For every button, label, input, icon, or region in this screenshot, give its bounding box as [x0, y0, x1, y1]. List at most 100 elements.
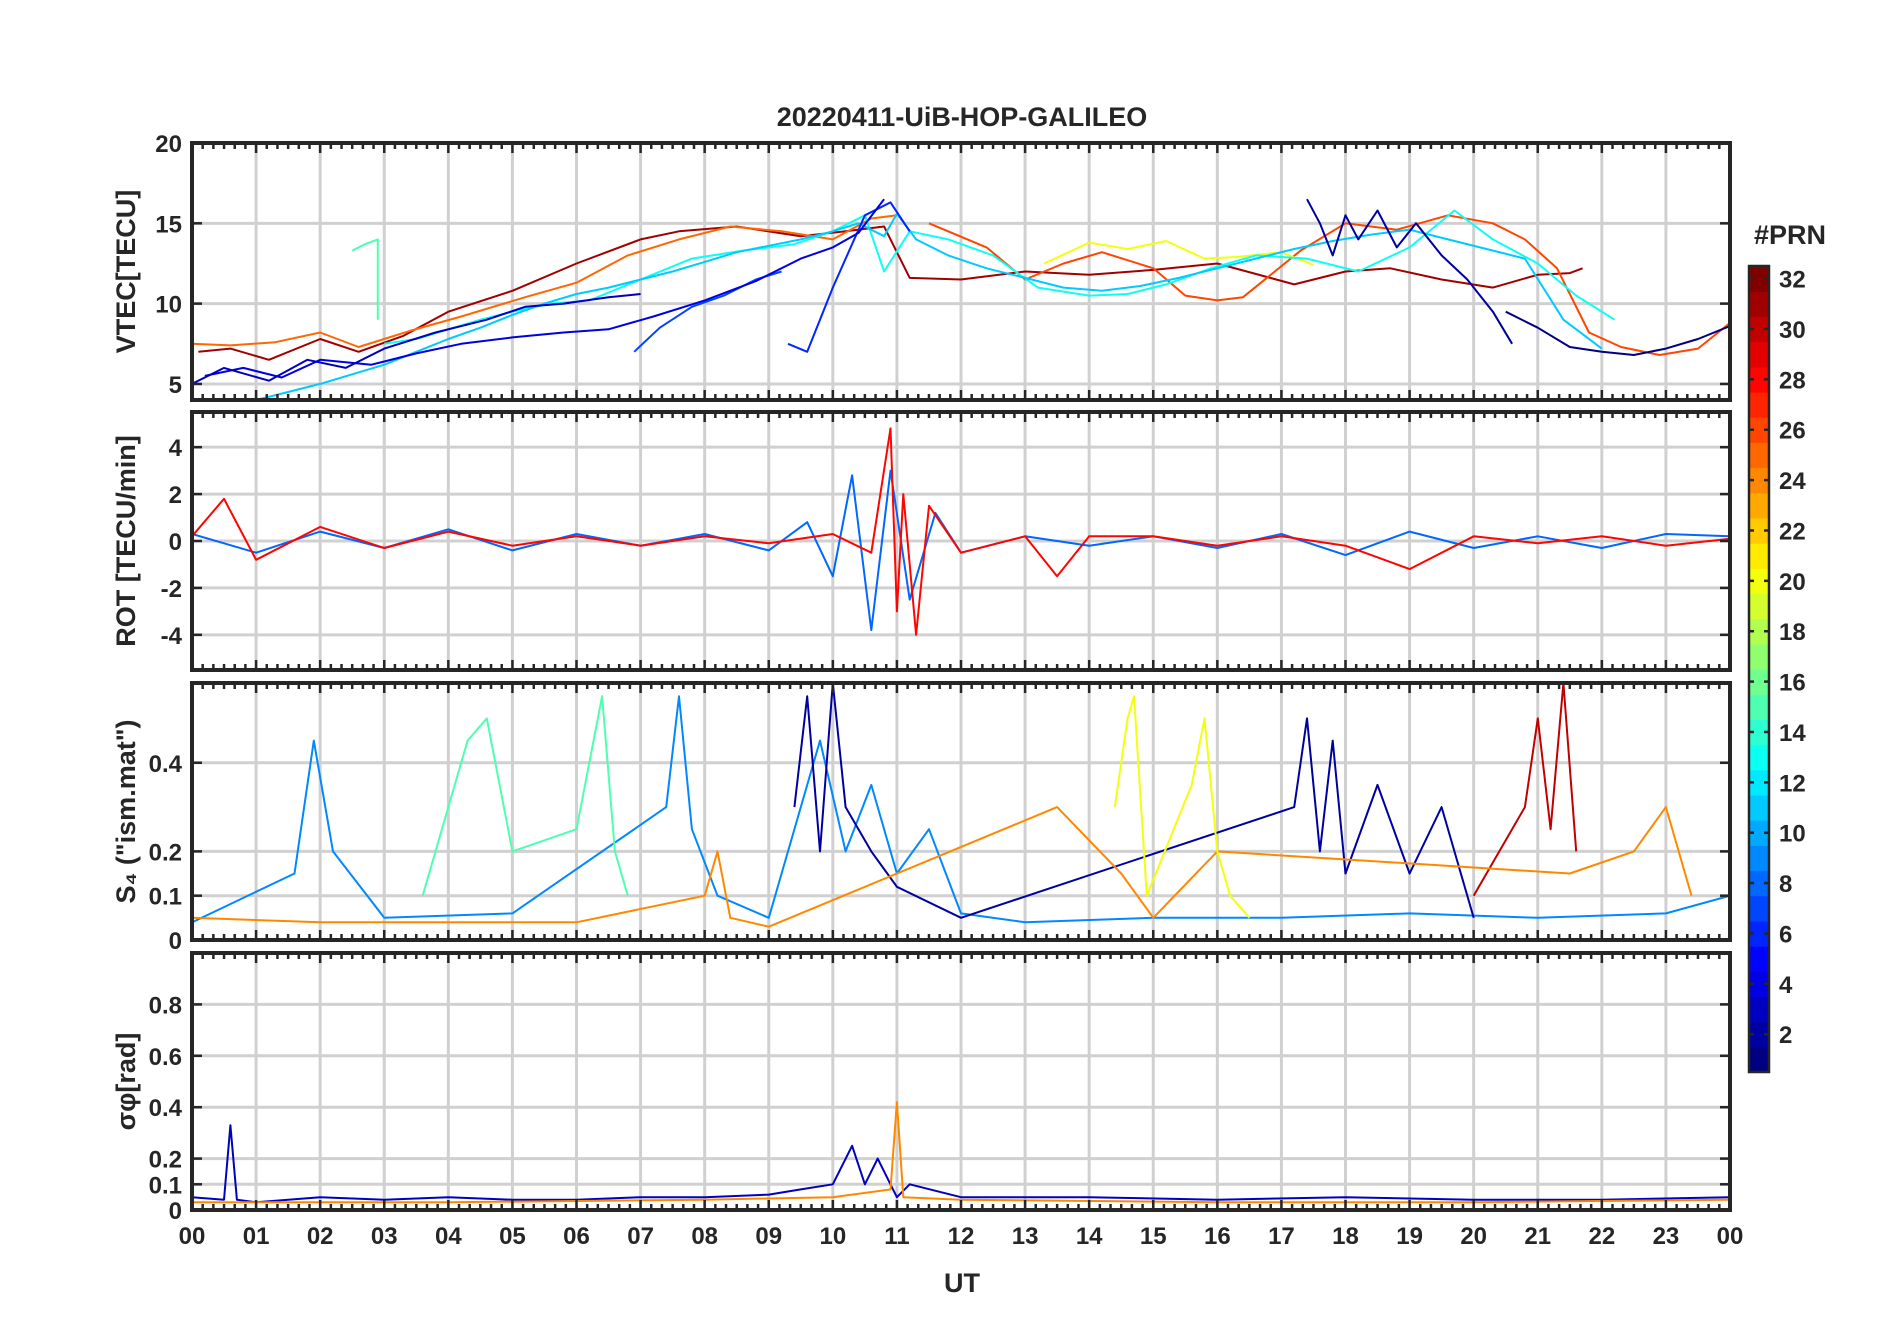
y-tick-label: 0.8: [149, 992, 182, 1019]
vtec-panel: 5 10 15 20 VTEC[TECU]: [111, 131, 1732, 402]
chart-title: 20220411-UiB-HOP-GALILEO: [777, 102, 1148, 132]
traces: [192, 683, 1730, 928]
x-tick-label: 19: [1396, 1223, 1423, 1250]
prn-28-trace: [192, 427, 1730, 636]
prn-15-trace: [421, 695, 629, 896]
x-tick-label: 00: [1717, 1223, 1744, 1250]
axes-frame: [190, 681, 1732, 942]
colorbar-swatch: [1749, 291, 1769, 317]
x-tick-label: 06: [563, 1223, 590, 1250]
colorbar-swatch: [1749, 643, 1769, 670]
prn-1-trace: [1505, 310, 1730, 356]
colorbar-label: #PRN: [1754, 220, 1826, 250]
x-tick-label: 09: [755, 1223, 782, 1250]
colorbar-swatch: [1749, 266, 1769, 292]
vtec-y-axis-label: VTEC[TECU]: [111, 190, 141, 354]
colorbar-swatch: [1749, 744, 1769, 771]
colorbar-swatch: [1749, 719, 1769, 746]
colorbar-swatch: [1749, 971, 1769, 998]
y-tick-label: -2: [161, 576, 182, 603]
colorbar-swatch: [1749, 341, 1769, 368]
prn-3-trace: [192, 293, 641, 385]
colorbar-tick-label: 14: [1779, 720, 1806, 747]
x-tick-label: 07: [627, 1223, 654, 1250]
axes-frame: [190, 951, 1732, 1212]
prn-31-trace: [198, 225, 1583, 361]
x-tick-label: 16: [1204, 1223, 1231, 1250]
colorbar-swatch: [1749, 417, 1769, 443]
colorbar-frame: [1747, 264, 1771, 1074]
x-tick-label: 22: [1588, 1223, 1615, 1250]
y-tick-label: 4: [169, 435, 183, 462]
y-tick-label: 0.4: [149, 751, 183, 778]
colorbar-tick-label: 26: [1779, 418, 1806, 445]
prn-20-trace: [1043, 240, 1314, 267]
x-tick-label: 18: [1332, 1223, 1359, 1250]
x-tick-label: 04: [435, 1223, 462, 1250]
colorbar-tick-label: 30: [1779, 317, 1806, 344]
rot-y-axis-label: ROT [TECU/min]: [111, 435, 141, 646]
colorbar-tick-label: 32: [1779, 267, 1806, 294]
y-tick-label: 0: [169, 1198, 182, 1225]
prn-6-trace: [787, 201, 911, 353]
sigma-phi-panel: 00.10.2 0.4 0.6 0.8 σφ[rad] 00 01 02 03 04 05 06 07 0…: [111, 951, 1744, 1250]
y-tick-label: 0.2: [149, 1147, 182, 1174]
y-tick-label: 0.6: [149, 1044, 182, 1071]
prn-25-trace: [192, 214, 898, 348]
prn-15-trace: [351, 238, 379, 320]
y-tick-label: 0.1: [149, 884, 182, 911]
y-tick-label: 0.4: [149, 1095, 183, 1122]
s4-y-axis-label: S₄ ("ism.mat"): [111, 719, 141, 903]
prn-4-trace: [204, 198, 885, 379]
x-tick-label: 14: [1076, 1223, 1103, 1250]
y-tick-label: -4: [161, 623, 183, 650]
x-tick-label: 21: [1524, 1223, 1551, 1250]
colorbar-tick-label: 20: [1779, 569, 1806, 596]
x-tick-label: 01: [243, 1223, 270, 1250]
prn-20-trace: [1113, 695, 1251, 919]
traces: [192, 427, 1730, 636]
x-tick-label: 05: [499, 1223, 526, 1250]
y-tick-label: 0.2: [149, 839, 182, 866]
colorbar-tick-label: 2: [1779, 1022, 1792, 1049]
colorbar-tick-label: 12: [1779, 770, 1806, 797]
colorbar-swatch: [1749, 669, 1769, 695]
colorbar-swatch: [1749, 946, 1769, 972]
prn-3-trace: [192, 1124, 1730, 1204]
colorbar-swatch: [1749, 618, 1769, 645]
colorbar-swatch: [1749, 794, 1769, 821]
colorbar-tick-label: 22: [1779, 518, 1806, 545]
colorbar-tick-label: 24: [1779, 468, 1806, 495]
traces: [192, 198, 1730, 400]
sigma_phi-y-axis-label: σφ[rad]: [111, 1033, 141, 1131]
colorbar-swatch: [1749, 996, 1769, 1023]
x-tick-label: 13: [1012, 1223, 1039, 1250]
colorbar-swatch: [1749, 870, 1769, 897]
colorbar-swatch: [1749, 820, 1769, 846]
prn-24-trace: [192, 1101, 1730, 1204]
x-tick-label: 10: [819, 1223, 846, 1250]
colorbar-swatch: [1749, 517, 1769, 544]
colorbar-swatch: [1749, 492, 1769, 519]
colorbar-swatch: [1749, 593, 1769, 620]
colorbar-tick-label: 16: [1779, 670, 1806, 697]
y-tick-label: 2: [169, 482, 182, 509]
colorbar-tick-label: 6: [1779, 921, 1792, 948]
colorbar-swatch: [1749, 366, 1769, 393]
prn-11-trace: [255, 212, 1603, 400]
y-tick-label: 5: [169, 372, 182, 399]
prn-13-trace: [384, 209, 1616, 345]
colorbar-tick-label: 28: [1779, 367, 1806, 394]
prn-9-trace: [192, 695, 1730, 924]
colorbar-tick-label: 8: [1779, 871, 1792, 898]
colorbar-swatch: [1749, 920, 1769, 947]
colorbar-swatch: [1749, 895, 1769, 922]
axes-frame: [190, 141, 1732, 402]
colorbar-swatch: [1749, 442, 1769, 469]
colorbar-swatch: [1749, 568, 1769, 595]
x-tick-label: 20: [1460, 1223, 1487, 1250]
prn-26-trace: [928, 214, 1730, 356]
s4-panel: 0 0.1 0.2 0.4 S₄ ("ism.mat"): [111, 681, 1732, 955]
